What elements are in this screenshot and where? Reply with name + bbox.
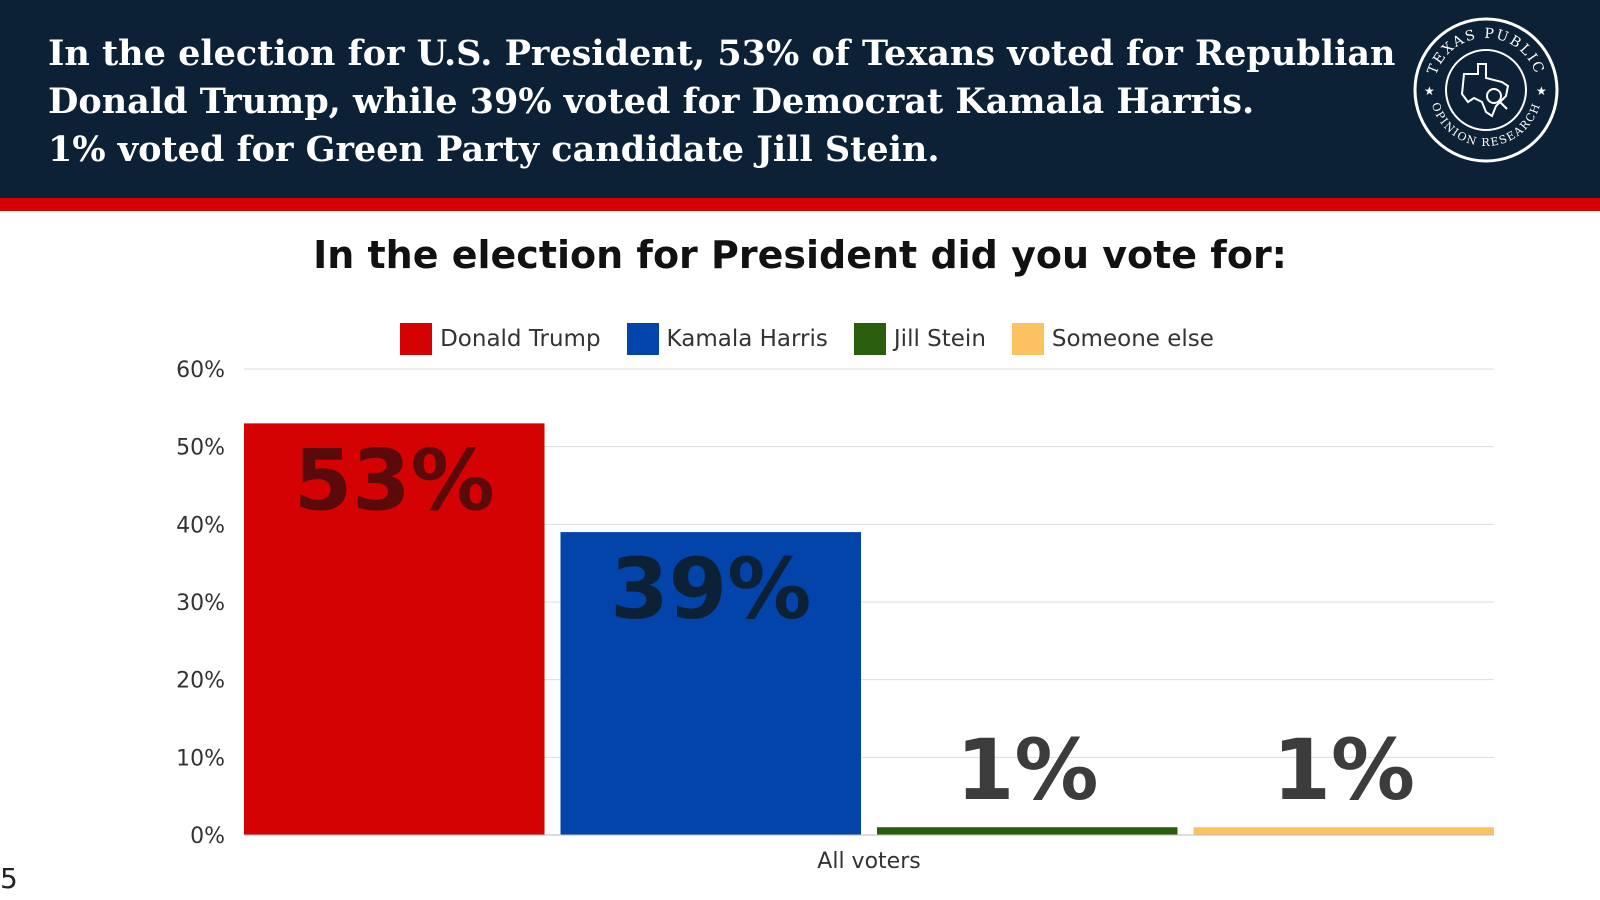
y-tick-label: 30% (176, 591, 225, 616)
red-stripe (0, 198, 1600, 211)
legend-item-someone-else: Someone else (1011, 323, 1214, 355)
texas-magnifier-icon (1460, 63, 1510, 118)
legend-label-stein: Jill Stein (893, 326, 986, 352)
x-category-label: All voters (817, 849, 920, 874)
legend-label-trump: Donald Trump (440, 326, 601, 352)
y-tick-label: 60% (176, 358, 225, 383)
data-label: 39% (610, 540, 811, 638)
headline: In the election for U.S. President, 53% … (48, 30, 1396, 174)
logo-star-left-icon: ★ (1424, 84, 1435, 98)
legend-item-trump: Donald Trump (400, 323, 601, 355)
header-banner: In the election for U.S. President, 53% … (0, 0, 1600, 198)
headline-line-3: 1% voted for Green Party candidate Jill … (48, 129, 940, 170)
legend-item-harris: Kamala Harris (626, 323, 828, 355)
data-label: 1% (956, 721, 1099, 819)
legend: Donald Trump Kamala Harris Jill Stein So… (0, 322, 1600, 356)
legend-swatch-trump (400, 323, 433, 355)
y-tick-label: 0% (190, 824, 225, 849)
data-label: 1% (1272, 721, 1415, 819)
legend-label-harris: Kamala Harris (666, 326, 828, 352)
headline-line-2: Donald Trump, while 39% voted for Democr… (48, 81, 1255, 122)
legend-item-stein: Jill Stein (853, 323, 986, 355)
legend-label-someone-else: Someone else (1051, 326, 1214, 352)
bar (1193, 827, 1494, 835)
logo-star-right-icon: ★ (1536, 84, 1547, 98)
y-tick-label: 50% (176, 436, 225, 461)
texas-public-opinion-research-logo: TEXAS PUBLIC OPINION RESEARCH ★ ★ (1413, 17, 1559, 163)
legend-swatch-harris (626, 323, 659, 355)
bar (560, 532, 861, 835)
headline-line-1: In the election for U.S. President, 53% … (48, 33, 1396, 74)
page-number: 5 (0, 862, 18, 895)
y-tick-label: 10% (176, 746, 225, 771)
chart-title: In the election for President did you vo… (313, 233, 1287, 277)
bar (877, 827, 1178, 835)
legend-swatch-someone-else (1011, 323, 1044, 355)
legend-swatch-stein (853, 323, 886, 355)
y-tick-label: 20% (176, 669, 225, 694)
y-tick-label: 40% (176, 513, 225, 538)
bar (244, 423, 545, 835)
data-label: 53% (294, 431, 495, 529)
